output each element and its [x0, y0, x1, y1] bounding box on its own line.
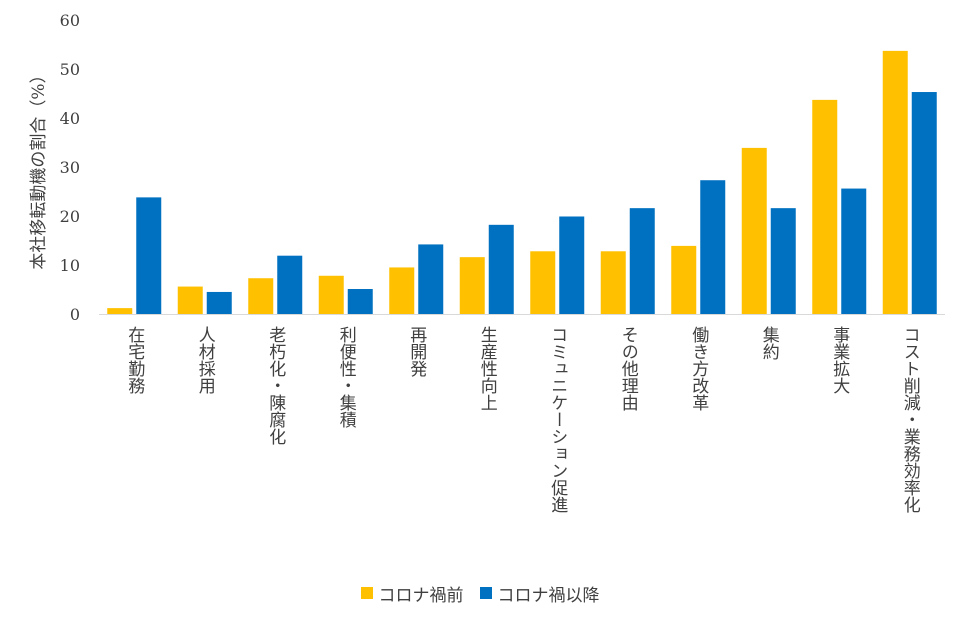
y-tick-label: 10	[60, 256, 80, 275]
category-label: 老朽化・陳腐化	[265, 326, 286, 445]
category-label: 働き方改革	[688, 326, 709, 411]
legend-label-before: コロナ禍前	[378, 585, 464, 606]
bar-after-covid	[277, 255, 303, 314]
bar-before-covid	[600, 251, 626, 314]
bar-chart: 本社移転動機の割合（%） 0 10 20 30 40 50 60 在宅勤務 人材採用 老朽化・陳…	[29, 11, 945, 513]
category-label: 再開発	[406, 326, 427, 378]
bar-after-covid	[347, 289, 373, 314]
bar-before-covid	[671, 245, 697, 314]
y-axis-ticks: 0 10 20 30 40 50 60	[60, 11, 80, 324]
bar-after-covid	[841, 188, 867, 314]
bar-after-covid	[700, 180, 726, 314]
bar-after-covid	[418, 244, 444, 314]
bar-after-covid	[911, 92, 937, 314]
bar-before-covid	[882, 50, 908, 315]
bar-before-covid	[389, 267, 415, 314]
bar-before-covid	[248, 278, 274, 314]
y-tick-label: 50	[60, 60, 80, 79]
legend-label-after: コロナ禍以降	[497, 585, 600, 606]
bar-after-covid	[206, 291, 232, 314]
y-tick-label: 40	[60, 109, 80, 128]
bar-before-covid	[459, 257, 485, 314]
category-labels: 在宅勤務 人材採用 老朽化・陳腐化 利便性・集積 再開発 生産性向上 コミュニケーション促進…	[124, 326, 920, 513]
bar-before-covid	[741, 147, 767, 314]
category-label: 在宅勤務	[124, 326, 145, 395]
category-label: その他理由	[618, 326, 639, 411]
bar-before-covid	[177, 286, 203, 314]
category-label: 人材採用	[195, 326, 216, 395]
category-label: 集約	[759, 326, 780, 361]
category-label: コミュニケーション促進	[547, 326, 568, 513]
y-tick-label: 20	[60, 207, 80, 226]
y-tick-label: 0	[70, 305, 80, 324]
bar-after-covid	[770, 208, 796, 314]
bar-before-covid	[530, 251, 556, 314]
category-label: 生産性向上	[477, 326, 498, 411]
legend-item-after: コロナ禍以降	[479, 581, 600, 606]
legend-swatch-before	[360, 587, 373, 599]
category-label: 事業拡大	[829, 326, 850, 394]
legend: コロナ禍前 コロナ禍以降	[0, 578, 960, 608]
bar-before-covid	[318, 275, 344, 314]
bar-after-covid	[559, 216, 585, 314]
legend-item-before: コロナ禍前	[360, 581, 464, 606]
bar-before-covid	[107, 308, 133, 314]
y-tick-label: 60	[60, 11, 80, 30]
y-axis-label: 本社移転動機の割合（%）	[29, 66, 49, 269]
bar-after-covid	[136, 197, 162, 314]
category-label: コスト削減・業務効率化	[900, 326, 921, 513]
bar-after-covid	[629, 208, 655, 314]
y-tick-label: 30	[60, 158, 80, 177]
category-label: 利便性・集積	[336, 326, 357, 428]
bar-before-covid	[812, 99, 838, 315]
legend-swatch-after	[479, 587, 492, 599]
bar-after-covid	[488, 224, 514, 314]
bar-series	[107, 50, 937, 315]
